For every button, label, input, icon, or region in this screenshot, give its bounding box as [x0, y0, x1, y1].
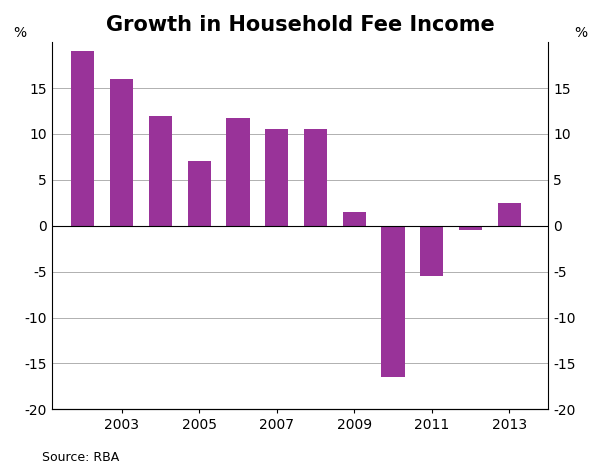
- Bar: [226, 118, 250, 226]
- Bar: [420, 226, 443, 276]
- Bar: [459, 226, 482, 230]
- Bar: [110, 79, 133, 226]
- Bar: [343, 212, 366, 226]
- Bar: [498, 203, 521, 226]
- Text: %: %: [13, 26, 26, 40]
- Text: %: %: [574, 26, 587, 40]
- Bar: [304, 130, 327, 226]
- Bar: [149, 116, 172, 226]
- Title: Growth in Household Fee Income: Growth in Household Fee Income: [106, 15, 494, 35]
- Text: Source: RBA: Source: RBA: [42, 452, 119, 464]
- Bar: [188, 161, 211, 226]
- Bar: [382, 226, 405, 377]
- Bar: [265, 130, 289, 226]
- Bar: [71, 51, 94, 226]
